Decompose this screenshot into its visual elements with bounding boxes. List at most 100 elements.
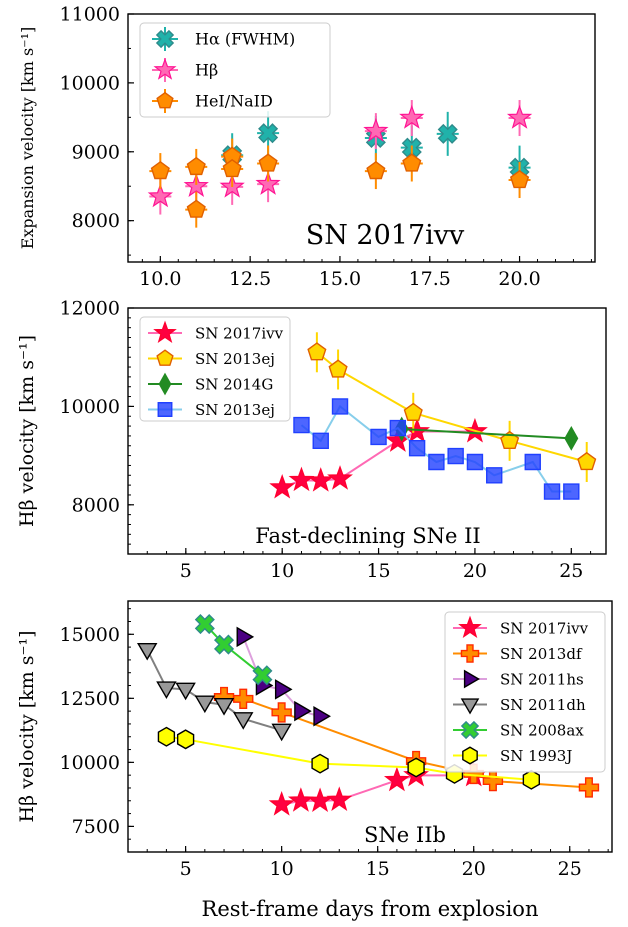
legend: Hα (FWHM) Hβ HeI/NaID <box>139 22 331 118</box>
legend-item: SN 2013df <box>453 644 583 663</box>
series-line <box>281 774 474 806</box>
legend-box <box>444 611 606 773</box>
panel-annotation: Fast-declining SNe II <box>255 524 480 548</box>
legend-item: Hβ <box>152 57 218 82</box>
legend-marker-shape <box>458 615 482 639</box>
x-tick-label: 15 <box>366 858 390 880</box>
series-sn-2008ax <box>194 614 273 686</box>
data-point <box>509 169 530 189</box>
legend-item: SN 1993J <box>453 746 572 765</box>
data-point-shape <box>222 158 242 178</box>
axis-ticks: 8000 10000 12000 5 10 15 20 25 <box>60 298 592 582</box>
legend-item: SN 2013ej <box>148 349 275 368</box>
data-point-shape <box>326 786 353 811</box>
data-point <box>274 679 293 700</box>
data-point-shape <box>577 451 597 471</box>
data-point <box>288 466 315 492</box>
data-point-shape <box>543 483 561 500</box>
data-point <box>447 447 464 465</box>
data-point-shape <box>294 700 312 722</box>
data-point-shape <box>578 777 600 798</box>
y-tick-label: 15000 <box>60 624 120 646</box>
x-tick-label: 5 <box>180 858 192 880</box>
data-point-shape <box>522 769 541 790</box>
data-point <box>403 402 423 421</box>
legend-label: SN 2011hs <box>500 671 584 689</box>
legend-marker <box>155 29 175 49</box>
legend-label: SN 2017ivv <box>500 620 589 638</box>
data-point <box>222 158 242 178</box>
data-point <box>233 688 254 710</box>
data-point-shape <box>307 467 334 492</box>
legend-marker <box>156 91 174 109</box>
legend-marker <box>462 746 478 765</box>
legend-item: HeI/NaID <box>152 89 273 113</box>
data-point <box>389 419 407 437</box>
legend-marker-shape <box>153 57 177 80</box>
data-point-shape <box>269 474 296 499</box>
legend-marker <box>158 372 172 396</box>
data-point <box>268 791 295 816</box>
axes-frame <box>127 307 607 555</box>
legend-marker-shape <box>155 29 175 49</box>
data-point <box>213 634 235 655</box>
data-point <box>328 359 348 378</box>
data-point-shape <box>564 425 579 451</box>
legend-label: SN 2013ej <box>195 401 275 419</box>
y-tick-label: 8000 <box>72 494 120 516</box>
series-line <box>401 428 572 440</box>
data-point-shape <box>437 123 458 144</box>
y-tick-label: 8000 <box>72 210 120 232</box>
data-point-shape <box>268 791 295 816</box>
data-point-shape <box>482 770 504 792</box>
data-point-shape <box>252 665 273 686</box>
data-point <box>327 465 353 490</box>
data-point <box>543 483 561 500</box>
legend-item: SN 2014G <box>148 372 273 396</box>
data-point-shape <box>312 432 329 450</box>
data-point-shape <box>150 161 170 180</box>
data-point-shape <box>403 402 423 421</box>
data-point-shape <box>447 447 464 465</box>
x-tick-label: 20 <box>463 560 487 582</box>
y-tick-label: 7500 <box>72 816 120 838</box>
legend-item: SN 2013ej <box>148 401 275 419</box>
legend-item: SN 2011dh <box>453 696 586 715</box>
data-point-shape <box>509 169 530 189</box>
data-point-shape <box>147 183 173 208</box>
data-point <box>136 642 158 661</box>
data-point <box>307 467 334 492</box>
x-tick-label: 10 <box>270 858 294 880</box>
x-axis-label: Rest-frame days from explosion <box>202 897 539 921</box>
data-point-shape <box>236 626 255 648</box>
data-point <box>486 467 503 484</box>
data-point <box>236 626 255 648</box>
legend-label: SN 2017ivv <box>195 325 284 343</box>
y-tick-label: 12000 <box>60 298 120 320</box>
legend-label: Hβ <box>195 61 218 80</box>
series-line <box>204 623 264 677</box>
legend-marker <box>463 669 480 689</box>
data-point-shape <box>383 766 410 792</box>
axes-frame <box>127 600 613 853</box>
data-point <box>577 451 597 471</box>
data-point <box>437 123 458 144</box>
data-point <box>578 777 600 798</box>
data-point-shape <box>366 161 386 180</box>
series-group <box>136 614 600 816</box>
data-point <box>271 702 292 723</box>
x-tick-label: 10 <box>270 560 294 582</box>
data-point <box>287 787 314 812</box>
x-tick-label: 17.5 <box>409 268 451 290</box>
data-point <box>175 682 196 701</box>
data-point <box>428 453 445 471</box>
data-point <box>407 757 425 778</box>
data-point <box>563 483 580 500</box>
data-point-shape <box>363 117 389 142</box>
data-point-shape <box>258 153 278 172</box>
legend-label: Hα (FWHM) <box>195 30 295 49</box>
data-point <box>564 425 579 451</box>
data-point <box>313 706 331 727</box>
legend-marker <box>153 320 177 344</box>
panel-annotation: SN 2017ivv <box>306 220 465 251</box>
